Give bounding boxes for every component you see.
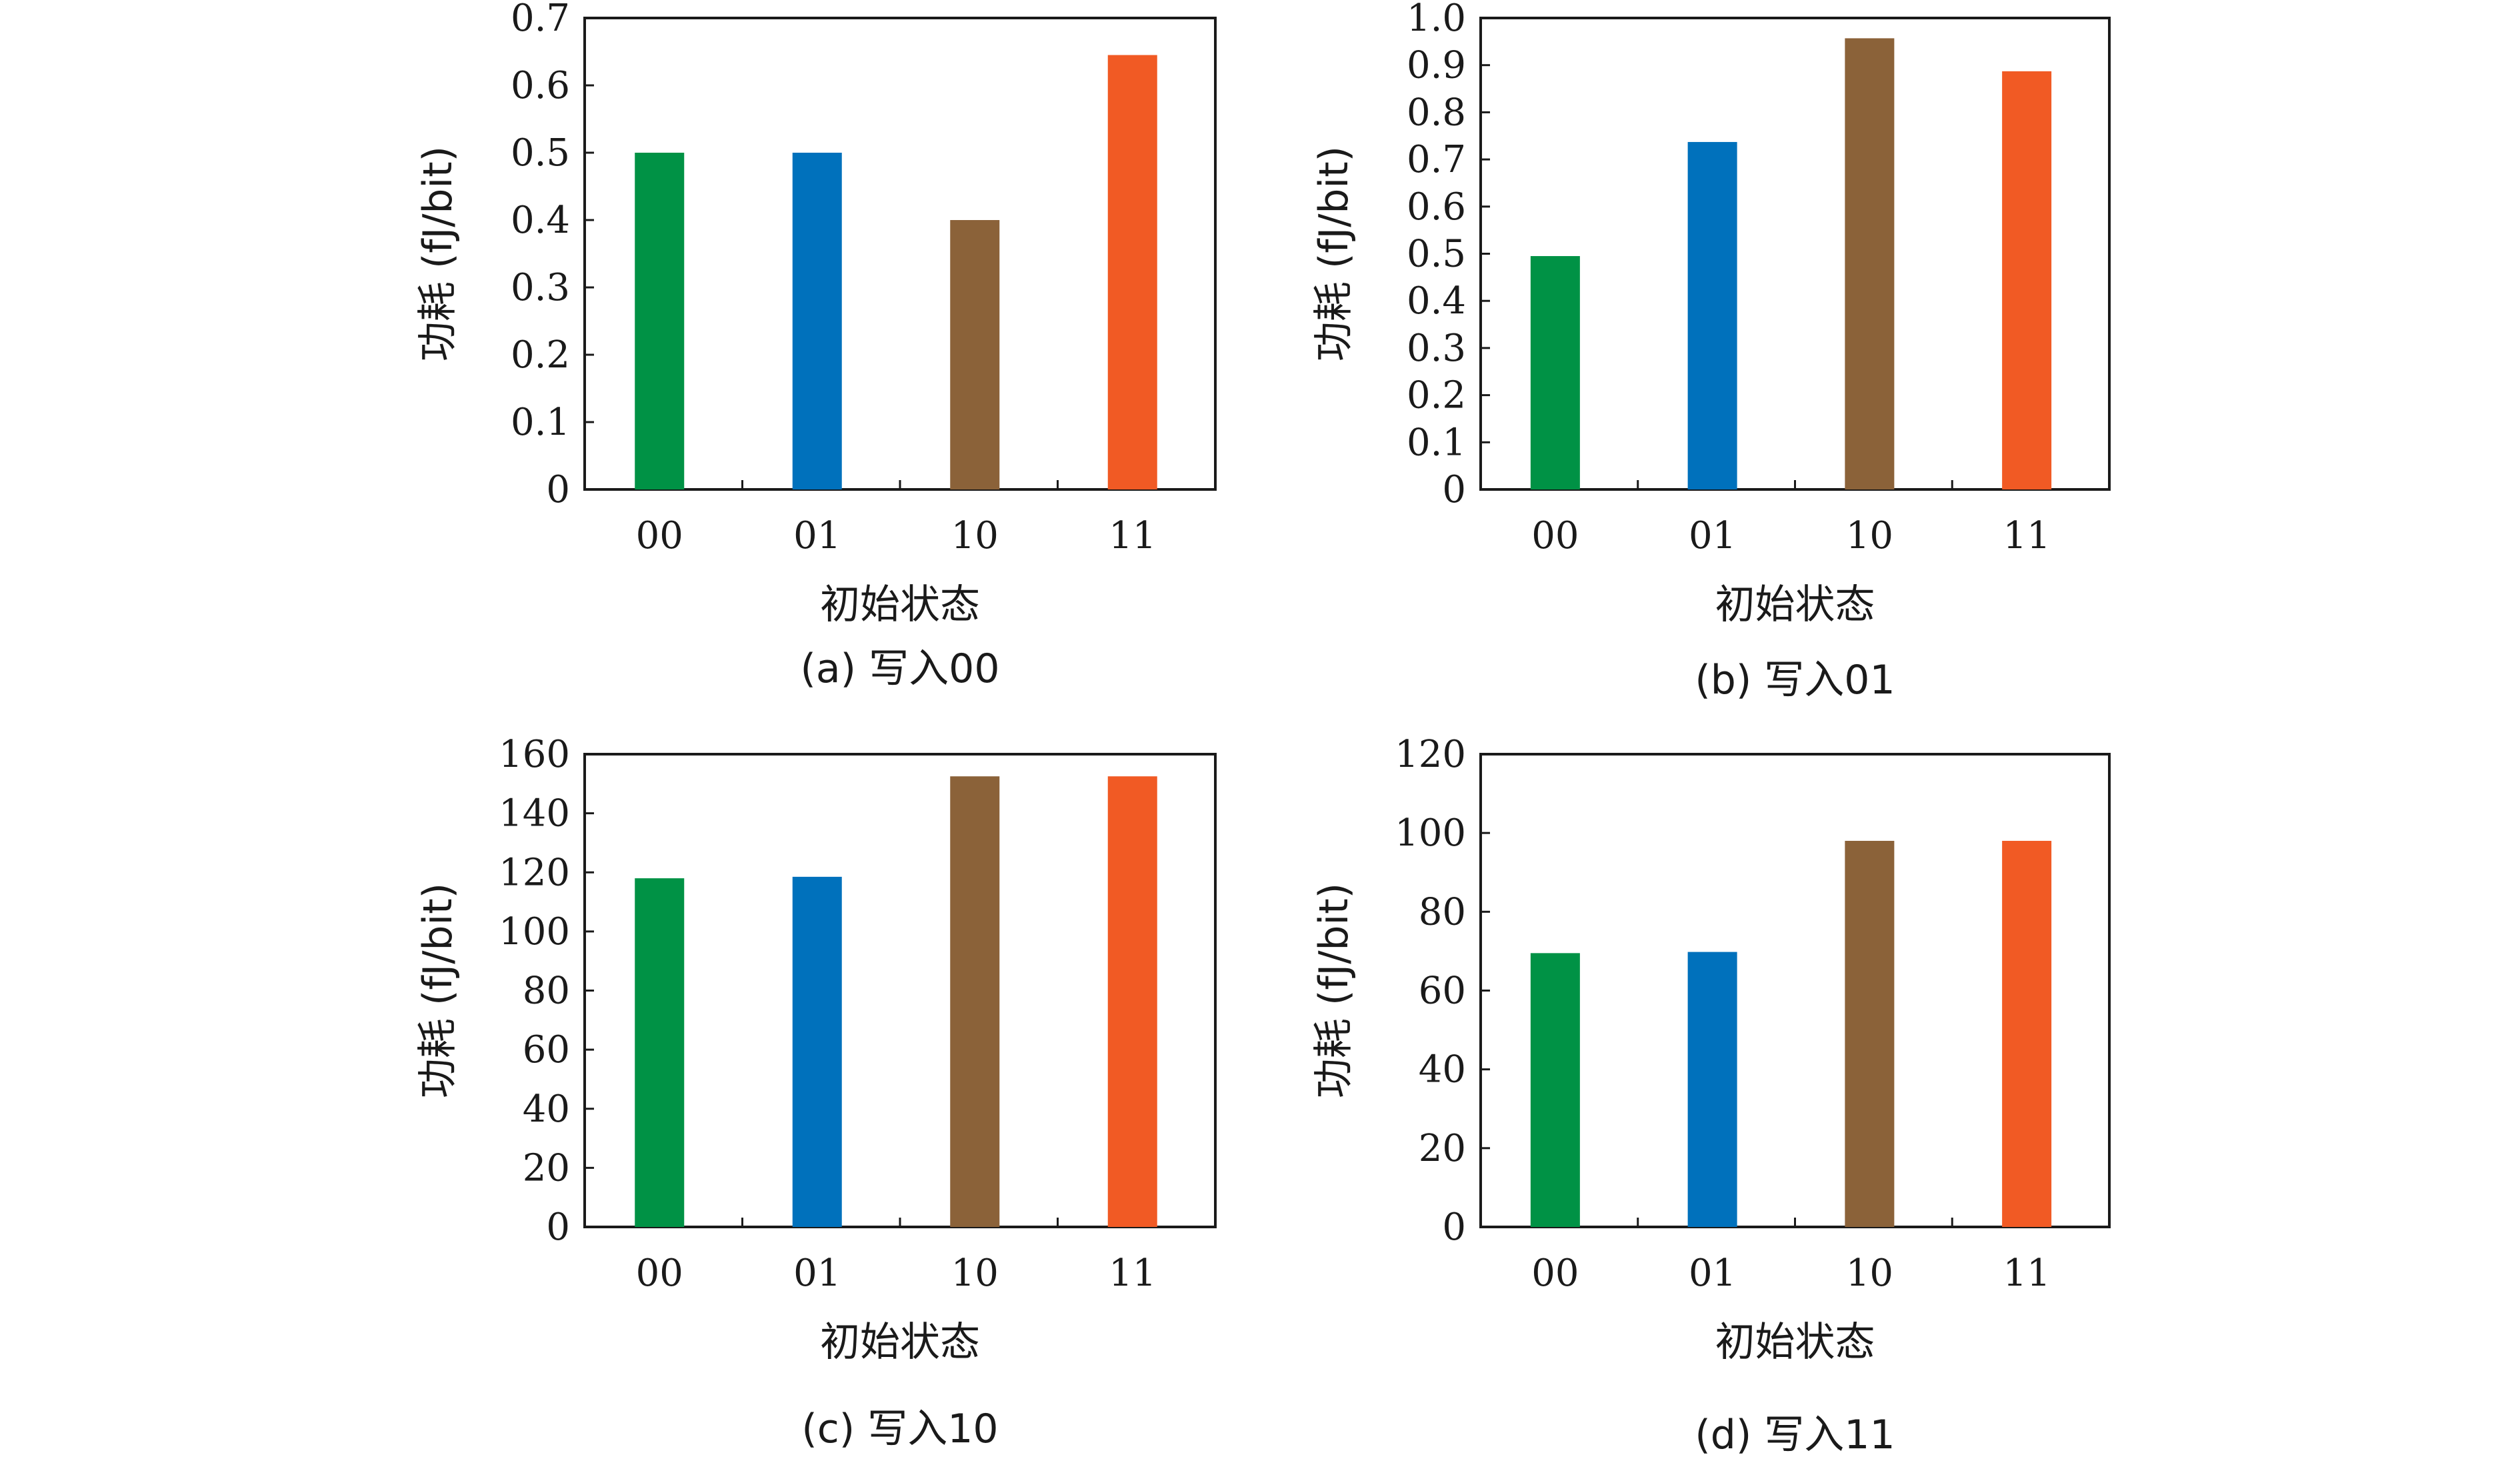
chart-a: 0 0.1 0.2 0.3 0.4 0.5 0.6 0.7 00 01 10 11 初始状态 功耗 (fJ… (415, 0, 1217, 692)
chart-b: 00.10.20.30.40.50.60.70.80.91.0 00 01 10 11 初… (1311, 0, 2111, 703)
chart-c: 0 20 40 60 80 100 120 140 160 00 01 10 11 初始状态 功耗 (fJ/… (415, 733, 1217, 1452)
y-tick-label: 0.9 (1407, 44, 1466, 87)
y-tick-label: 0.4 (1407, 279, 1466, 323)
y-tick-label: 160 (499, 733, 570, 776)
bar-00 (1530, 256, 1580, 489)
y-tick-label: 0.4 (511, 199, 570, 242)
y-tick-label: 20 (1419, 1127, 1466, 1170)
y-tick-label: 140 (499, 792, 570, 836)
y-tick-label: 80 (523, 970, 570, 1013)
y-axis-label: 功耗 (fJ/bit) (1311, 883, 1357, 1098)
y-tick-label: 0.7 (1407, 138, 1466, 181)
x-tick-label: 11 (1109, 514, 1156, 557)
y-axis-label: 功耗 (fJ/bit) (1311, 146, 1357, 361)
chart-caption: (d) 写入11 (1695, 1412, 1895, 1458)
bar-00 (635, 153, 685, 489)
bar-00 (1530, 953, 1580, 1227)
y-tick-label: 0.6 (1407, 185, 1466, 229)
x-tick-label: 00 (1531, 1252, 1579, 1295)
x-axis-label: 初始状态 (1715, 1319, 1875, 1366)
y-tick-label: 0.5 (1407, 233, 1466, 276)
bar-01 (792, 876, 842, 1227)
y-tick-label: 0.2 (1407, 374, 1466, 417)
y-tick-label: 0.7 (511, 0, 570, 40)
x-tick-label: 00 (1531, 514, 1579, 557)
y-tick-label: 120 (1395, 733, 1466, 776)
bar-11 (1107, 55, 1157, 490)
y-tick-label: 60 (523, 1028, 570, 1072)
chart-caption: (c) 写入10 (801, 1406, 998, 1452)
y-tick-label: 80 (1419, 890, 1466, 934)
x-axis-label: 初始状态 (820, 1319, 980, 1366)
y-tick-label: 0.8 (1407, 91, 1466, 134)
y-tick-label: 40 (523, 1088, 570, 1131)
x-tick-label: 01 (1689, 1252, 1736, 1295)
x-tick-label: 10 (951, 1252, 999, 1295)
bar-11 (2002, 840, 2052, 1227)
bar-10 (950, 220, 1000, 489)
y-tick-label: 0 (546, 1206, 570, 1249)
x-tick-label: 01 (793, 514, 841, 557)
bar-10 (950, 776, 1000, 1227)
y-tick-label: 0 (1442, 468, 1466, 511)
chart-d: 0 20 40 60 80 100 120 00 01 10 11 初始状态 功耗 (fJ/bit) (d… (1311, 733, 2111, 1458)
x-tick-label: 10 (1846, 1252, 1893, 1295)
y-axis-label: 功耗 (fJ/bit) (415, 146, 461, 361)
x-axis-label: 初始状态 (820, 581, 980, 628)
x-tick-label: 10 (951, 514, 999, 557)
y-axis-label: 功耗 (fJ/bit) (415, 883, 461, 1098)
y-tick-label: 0.2 (511, 333, 570, 377)
y-tick-label: 0 (546, 468, 570, 511)
bar-11 (1107, 776, 1157, 1227)
y-tick-label: 1.0 (1407, 0, 1466, 40)
y-tick-label: 100 (1395, 812, 1466, 855)
x-tick-label: 11 (2003, 1252, 2050, 1295)
x-tick-label: 01 (1689, 514, 1736, 557)
chart-caption: (b) 写入01 (1695, 657, 1895, 703)
bar-01 (1687, 952, 1737, 1227)
bar-01 (1687, 141, 1737, 490)
x-tick-label: 00 (636, 1252, 683, 1295)
y-tick-label: 0.1 (1407, 421, 1466, 464)
x-tick-label: 11 (1109, 1252, 1156, 1295)
bar-10 (1845, 38, 1895, 489)
y-tick-label: 0 (1442, 1206, 1466, 1249)
bar-00 (635, 878, 685, 1227)
y-tick-label: 40 (1419, 1048, 1466, 1092)
y-tick-label: 20 (523, 1146, 570, 1190)
bar-01 (792, 153, 842, 489)
bar-11 (2002, 71, 2052, 490)
y-tick-label: 0.1 (511, 401, 570, 444)
y-tick-label: 60 (1419, 970, 1466, 1013)
x-tick-label: 10 (1846, 514, 1893, 557)
bar-10 (1845, 840, 1895, 1227)
y-tick-label: 0.3 (1407, 327, 1466, 370)
y-tick-label: 100 (499, 910, 570, 954)
y-tick-label: 0.3 (511, 266, 570, 309)
x-tick-label: 01 (793, 1252, 841, 1295)
x-tick-label: 00 (636, 514, 683, 557)
x-axis-label: 初始状态 (1715, 581, 1875, 628)
y-tick-label: 120 (499, 851, 570, 894)
y-tick-label: 0.6 (511, 64, 570, 107)
y-tick-label: 0.5 (511, 131, 570, 175)
chart-caption: (a) 写入00 (800, 645, 999, 692)
x-tick-label: 11 (2003, 514, 2050, 557)
